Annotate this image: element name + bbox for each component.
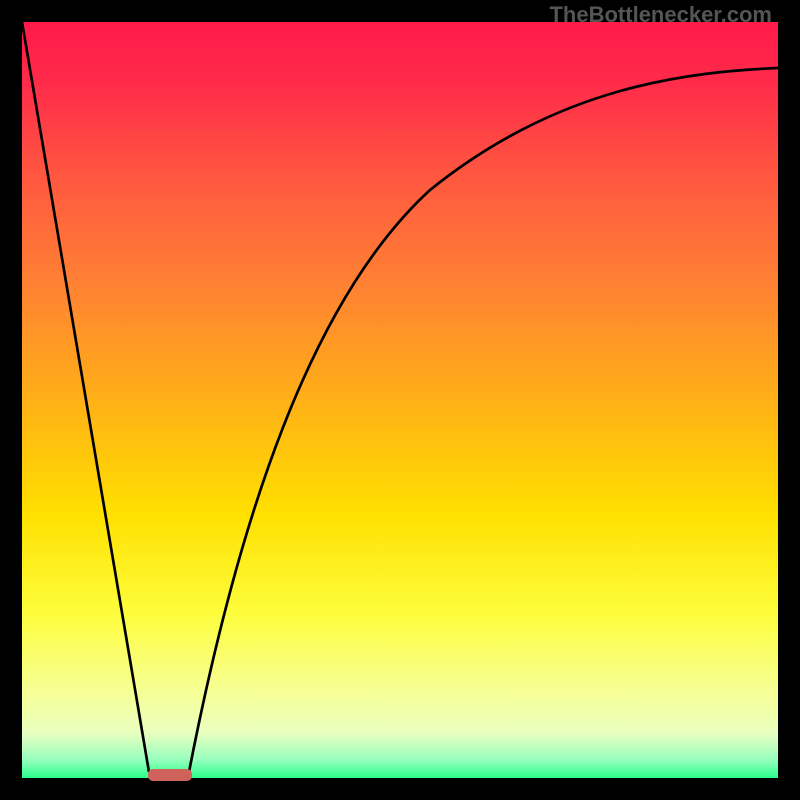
watermark-text: TheBottlenecker.com bbox=[549, 2, 772, 28]
chart-frame: TheBottlenecker.com bbox=[0, 0, 800, 800]
bottleneck-curve bbox=[0, 0, 800, 800]
vertex-marker bbox=[148, 769, 192, 781]
